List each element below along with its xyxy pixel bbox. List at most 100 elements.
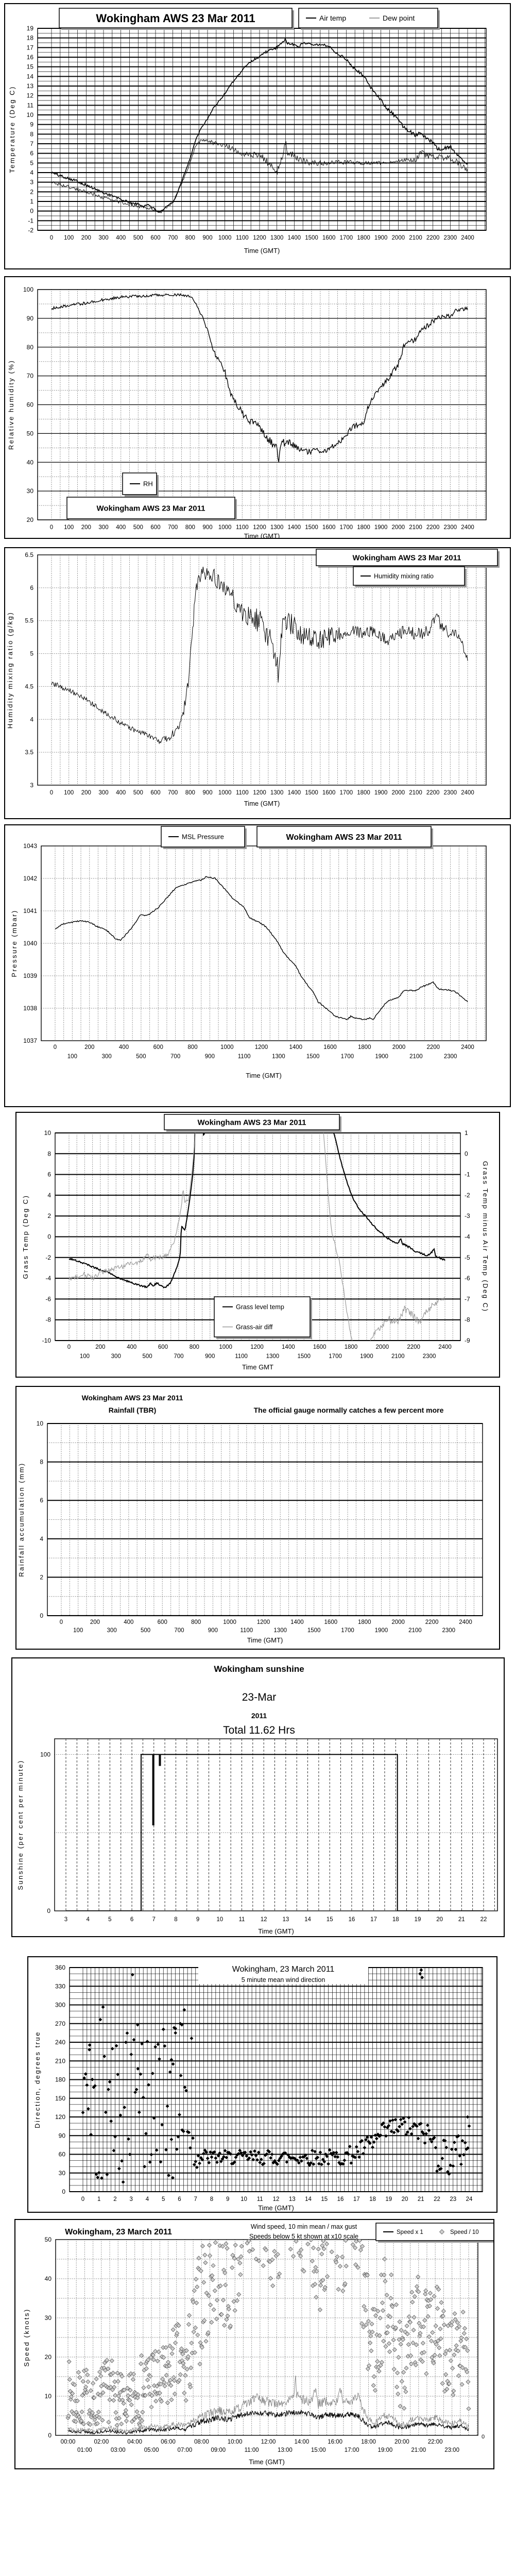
svg-text:0: 0 xyxy=(40,1612,43,1619)
svg-text:1600: 1600 xyxy=(322,235,336,241)
svg-text:10: 10 xyxy=(37,1420,44,1427)
svg-text:Speed x 1: Speed x 1 xyxy=(397,2229,423,2235)
svg-text:11: 11 xyxy=(238,1917,245,1923)
svg-text:Time (GMT): Time (GMT) xyxy=(244,247,280,255)
wind-direction-chart: Wokingham, 23 March 2011 5 minute mean wi… xyxy=(33,1962,483,2212)
svg-text:900: 900 xyxy=(208,1628,218,1634)
svg-text:22:00: 22:00 xyxy=(428,2439,443,2445)
svg-text:-2: -2 xyxy=(465,1192,470,1199)
svg-text:Rainfall accumulation (mm): Rainfall accumulation (mm) xyxy=(18,1462,25,1577)
svg-text:2100: 2100 xyxy=(409,524,422,531)
svg-text:40: 40 xyxy=(27,459,34,466)
svg-text:RH: RH xyxy=(143,480,153,488)
svg-text:10:00: 10:00 xyxy=(228,2439,243,2445)
svg-text:Time (GMT): Time (GMT) xyxy=(247,1636,283,1644)
svg-text:210: 210 xyxy=(55,2057,65,2064)
svg-text:17: 17 xyxy=(370,1917,377,1923)
svg-text:-10: -10 xyxy=(42,1337,52,1344)
svg-text:2000: 2000 xyxy=(392,524,405,531)
svg-text:1500: 1500 xyxy=(306,1054,320,1060)
svg-text:1000: 1000 xyxy=(218,235,232,241)
svg-text:2: 2 xyxy=(40,1573,43,1581)
svg-text:Wokingham AWS 23 Mar 2011: Wokingham AWS 23 Mar 2011 xyxy=(286,833,402,842)
svg-text:Relative humidity (%): Relative humidity (%) xyxy=(7,360,15,450)
svg-text:18:00: 18:00 xyxy=(361,2439,376,2445)
svg-text:16: 16 xyxy=(27,54,34,61)
grass-temp-chart: Wokingham AWS 23 Mar 2011 Grass level tem… xyxy=(22,1114,489,1371)
svg-text:Time (GMT): Time (GMT) xyxy=(249,2458,285,2466)
svg-text:800: 800 xyxy=(191,1619,201,1625)
svg-text:2400: 2400 xyxy=(459,1619,472,1625)
svg-text:200: 200 xyxy=(95,1344,105,1350)
svg-text:500: 500 xyxy=(142,1353,152,1360)
grass-temp-panel: Wokingham AWS 23 Mar 2011 Grass level tem… xyxy=(15,1112,500,1378)
svg-text:17:00: 17:00 xyxy=(345,2447,359,2453)
svg-text:Speeds below 5 kt shown at x10: Speeds below 5 kt shown at x10 scale xyxy=(249,2233,358,2240)
svg-text:40: 40 xyxy=(45,2275,52,2282)
msl-pressure-panel: MSL Pressure Wokingham AWS 23 Mar 2011 0 10… xyxy=(4,824,511,1107)
svg-text:1600: 1600 xyxy=(323,1044,337,1050)
svg-text:30: 30 xyxy=(59,2170,66,2177)
svg-text:8: 8 xyxy=(210,2196,213,2202)
svg-text:-8: -8 xyxy=(465,1316,470,1324)
svg-text:3.5: 3.5 xyxy=(25,749,33,756)
svg-text:120: 120 xyxy=(55,2113,65,2121)
svg-text:19: 19 xyxy=(27,25,34,32)
svg-text:3: 3 xyxy=(130,2196,133,2202)
svg-text:2100: 2100 xyxy=(408,1628,422,1634)
svg-text:13: 13 xyxy=(282,1917,289,1923)
svg-text:0: 0 xyxy=(48,2432,52,2439)
svg-text:Grass level temp: Grass level temp xyxy=(236,1303,284,1311)
svg-text:500: 500 xyxy=(141,1628,150,1634)
svg-text:Speed (knots): Speed (knots) xyxy=(23,2308,30,2366)
svg-text:Grass Temp (Deg C): Grass Temp (Deg C) xyxy=(22,1195,29,1279)
svg-text:100: 100 xyxy=(80,1353,90,1360)
svg-text:21: 21 xyxy=(458,1917,465,1923)
svg-text:2100: 2100 xyxy=(409,235,422,241)
svg-text:1800: 1800 xyxy=(358,1044,371,1050)
svg-text:2400: 2400 xyxy=(438,1344,452,1350)
svg-text:900: 900 xyxy=(205,1054,215,1060)
svg-text:80: 80 xyxy=(27,344,34,351)
svg-text:180: 180 xyxy=(55,2076,65,2083)
svg-text:02:00: 02:00 xyxy=(94,2439,109,2445)
svg-text:15: 15 xyxy=(327,1917,333,1923)
svg-text:6: 6 xyxy=(40,1497,43,1504)
svg-text:14: 14 xyxy=(304,1917,311,1923)
svg-text:1500: 1500 xyxy=(305,524,318,531)
svg-text:60: 60 xyxy=(27,401,34,409)
svg-text:5: 5 xyxy=(108,1917,111,1923)
svg-text:1000: 1000 xyxy=(223,1619,236,1625)
svg-text:1: 1 xyxy=(97,2196,100,2202)
svg-text:200: 200 xyxy=(84,1044,94,1050)
svg-text:24: 24 xyxy=(466,2196,473,2202)
wind-direction-panel: Wokingham, 23 March 2011 5 minute mean wi… xyxy=(27,1956,497,2213)
svg-text:1100: 1100 xyxy=(238,1054,251,1060)
svg-text:2100: 2100 xyxy=(409,1054,423,1060)
svg-text:15: 15 xyxy=(321,2196,328,2202)
air-temp-dew-point-chart: Wokingham AWS 23 Mar 2011 Air temp Dew poi… xyxy=(8,8,487,255)
svg-text:Time (GMT): Time (GMT) xyxy=(258,2204,294,2212)
svg-text:900: 900 xyxy=(202,235,212,241)
svg-text:900: 900 xyxy=(205,1353,215,1360)
svg-text:1700: 1700 xyxy=(340,524,353,531)
svg-text:0: 0 xyxy=(482,2434,485,2440)
svg-text:1300: 1300 xyxy=(270,524,284,531)
svg-text:6.5: 6.5 xyxy=(25,551,33,558)
svg-text:8: 8 xyxy=(174,1917,177,1923)
svg-text:1100: 1100 xyxy=(236,235,249,241)
svg-text:17: 17 xyxy=(27,44,34,51)
svg-text:1300: 1300 xyxy=(270,235,284,241)
wind-speed-panel: Wokingham, 23 March 2011 Wind speed, 10 m… xyxy=(14,2219,494,2469)
svg-text:1400: 1400 xyxy=(288,235,301,241)
svg-text:19: 19 xyxy=(415,1917,421,1923)
svg-text:1900: 1900 xyxy=(374,790,388,796)
svg-text:0: 0 xyxy=(60,1619,63,1625)
svg-text:16: 16 xyxy=(337,2196,344,2202)
svg-text:2400: 2400 xyxy=(461,1044,474,1050)
svg-text:19:00: 19:00 xyxy=(378,2447,393,2453)
svg-text:800: 800 xyxy=(187,1044,197,1050)
svg-text:800: 800 xyxy=(190,1344,199,1350)
svg-text:1037: 1037 xyxy=(23,1037,37,1044)
